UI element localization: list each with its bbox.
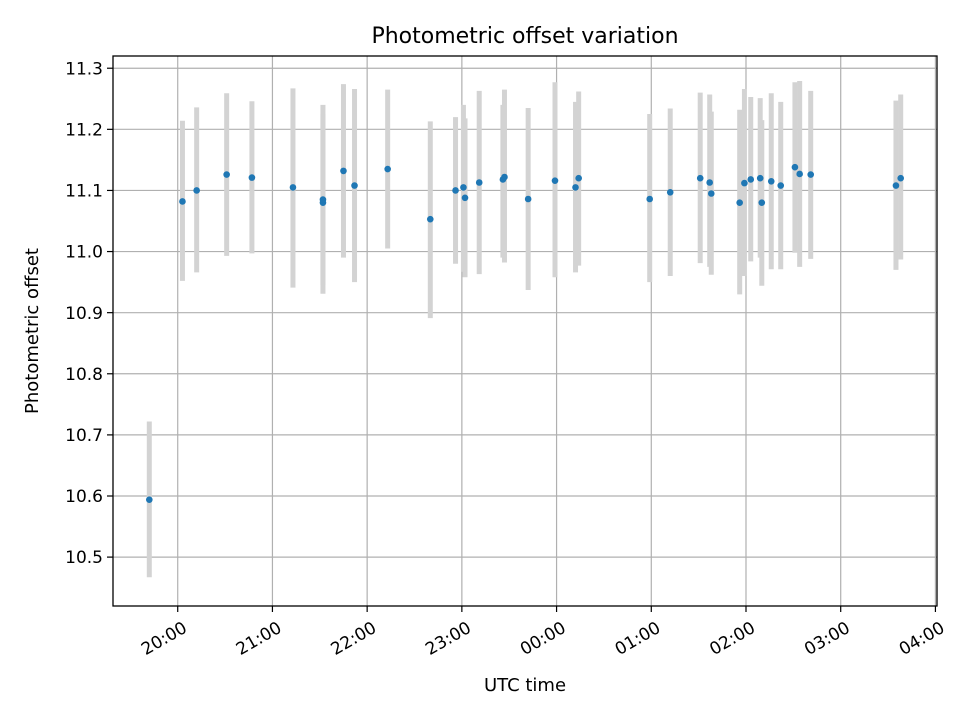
data-point xyxy=(146,496,153,503)
x-tick-label: 03:00 xyxy=(801,618,853,660)
data-point xyxy=(384,165,391,173)
data-point xyxy=(289,184,297,191)
x-tick-label: 22:00 xyxy=(328,618,380,660)
data-point xyxy=(340,167,347,175)
data-point xyxy=(741,179,748,187)
data-point xyxy=(461,194,469,202)
x-axis-ticks: 20:00 21:00 22:00 23:00 00:00 01:00 02:00 03:00… xyxy=(138,606,948,660)
y-tick-label: 11.2 xyxy=(65,120,103,140)
x-tick-label: 04:00 xyxy=(896,618,948,660)
data-point xyxy=(777,182,785,189)
data-point xyxy=(452,187,459,194)
data-point xyxy=(426,215,434,223)
data-point xyxy=(575,174,582,182)
data-point xyxy=(897,174,904,182)
data-point xyxy=(351,182,358,189)
x-tick-label: 02:00 xyxy=(706,618,758,660)
data-point xyxy=(475,179,483,186)
data-point xyxy=(193,187,200,194)
y-tick-label: 10.8 xyxy=(65,365,103,385)
data-point xyxy=(179,198,186,205)
data-point xyxy=(646,195,654,203)
data-point xyxy=(756,174,764,182)
y-axis-label: Photometric offset xyxy=(22,248,43,414)
x-tick-label: 20:00 xyxy=(138,618,190,660)
y-tick-label: 11.3 xyxy=(65,59,103,79)
data-point xyxy=(460,184,467,191)
x-tick-label: 01:00 xyxy=(612,618,664,660)
chart-title: Photometric offset variation xyxy=(371,24,678,49)
y-axis-ticks: 10.5 10.6 10.7 10.8 10.9 11.0 11.1 11.2 11.3 xyxy=(65,59,113,568)
x-axis-label: UTC time xyxy=(484,675,566,696)
x-tick-label: 21:00 xyxy=(233,618,285,660)
y-tick-label: 10.5 xyxy=(65,548,103,568)
plot-frame xyxy=(112,55,938,607)
data-point xyxy=(696,174,704,182)
error-bars xyxy=(146,81,904,578)
data-points xyxy=(146,163,904,503)
data-point xyxy=(524,195,532,203)
x-tick-label: 00:00 xyxy=(517,618,569,660)
y-tick-label: 10.9 xyxy=(65,304,103,324)
data-point xyxy=(707,190,715,197)
data-point xyxy=(736,199,743,206)
y-tick-label: 10.6 xyxy=(65,487,103,507)
data-point xyxy=(223,171,230,178)
data-point xyxy=(572,184,579,191)
y-tick-label: 11.1 xyxy=(65,182,103,202)
data-point xyxy=(248,174,256,181)
data-point xyxy=(319,196,327,203)
grid xyxy=(113,56,937,606)
data-point xyxy=(791,163,799,171)
data-point xyxy=(758,199,766,206)
data-point xyxy=(892,182,900,189)
data-point xyxy=(796,170,803,178)
data-point xyxy=(747,176,755,183)
y-tick-label: 11.0 xyxy=(65,243,103,263)
x-tick-label: 23:00 xyxy=(422,618,474,660)
data-point xyxy=(706,179,713,186)
data-point xyxy=(807,171,815,178)
data-point xyxy=(551,177,559,184)
data-point xyxy=(767,177,775,185)
data-point xyxy=(501,173,508,181)
data-point xyxy=(666,188,674,196)
y-tick-label: 10.7 xyxy=(65,426,103,446)
